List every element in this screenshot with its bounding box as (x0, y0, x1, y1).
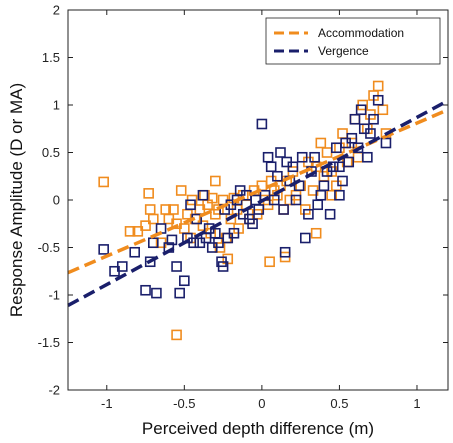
point-vergence (337, 175, 348, 187)
y-tick-label: 0 (53, 193, 60, 208)
point-vergence (279, 246, 291, 258)
point-vergence (98, 244, 109, 255)
point-vergence (197, 189, 209, 201)
point-vergence (265, 161, 277, 173)
point-accommodation (315, 137, 327, 149)
point-vergence (256, 118, 268, 130)
x-tick-label: -1 (101, 396, 113, 411)
point-accommodation (175, 185, 187, 196)
point-vergence (272, 170, 283, 182)
point-vergence (324, 208, 336, 220)
point-vergence (355, 104, 367, 116)
y-tick-label: 1 (53, 98, 60, 113)
point-vergence (372, 94, 384, 106)
point-vergence (334, 189, 345, 201)
point-vergence (174, 287, 185, 299)
fit-line-accommodation (67, 108, 449, 275)
point-vergence (287, 161, 299, 173)
y-tick-label: -1 (48, 288, 60, 303)
point-vergence (309, 151, 320, 163)
point-accommodation (140, 220, 151, 231)
point-accommodation (326, 189, 337, 201)
point-vergence (217, 261, 229, 272)
point-vergence (140, 284, 151, 296)
x-tick-label: 1 (413, 396, 420, 411)
point-vergence (151, 287, 162, 299)
point-vergence (290, 194, 302, 206)
y-tick-label: 2 (53, 3, 60, 18)
fit-lines (67, 99, 449, 307)
point-accommodation (98, 176, 109, 188)
y-axis-label: Response Amplitude (D or MA) (7, 83, 26, 317)
point-vergence (362, 151, 373, 163)
point-vergence (144, 256, 156, 268)
point-vergence (303, 208, 314, 220)
y-tick-label: -2 (48, 383, 60, 398)
point-vergence (275, 147, 286, 158)
point-accommodation (168, 204, 179, 215)
point-vergence (188, 237, 199, 249)
legend-label-accommodation: Accommodation (318, 26, 404, 40)
point-vergence (228, 227, 240, 239)
y-tick-label: 0.5 (42, 145, 60, 160)
point-vergence (380, 137, 392, 149)
point-vergence (349, 113, 361, 125)
y-tick-label: -0.5 (38, 240, 60, 255)
point-vergence (185, 199, 196, 211)
point-vergence (116, 261, 128, 272)
plot-area (68, 10, 448, 390)
point-vergence (171, 261, 182, 272)
point-vergence (300, 232, 311, 244)
point-vergence (368, 113, 379, 125)
point-accommodation (124, 226, 136, 237)
x-tick-label: 0.5 (330, 396, 348, 411)
plot-frame (67, 9, 449, 391)
point-vergence (247, 218, 258, 230)
x-axis: -1 -0.5 0 0.5 1 (101, 10, 421, 411)
x-tick-label: -0.5 (173, 396, 195, 411)
x-axis-label: Perceived depth difference (m) (142, 419, 374, 438)
point-vergence (148, 237, 159, 249)
point-vergence (365, 128, 376, 139)
point-accommodation (210, 175, 221, 187)
x-tick-label: 0 (258, 396, 265, 411)
point-vergence (166, 234, 178, 246)
point-accommodation (372, 80, 384, 92)
y-tick-label: 1.5 (42, 50, 60, 65)
legend-box (265, 17, 441, 65)
point-accommodation (197, 220, 209, 231)
point-accommodation (148, 213, 159, 225)
legend-label-vergence: Vergence (318, 44, 369, 58)
legend: Accommodation Vergence (265, 17, 441, 65)
point-accommodation (310, 227, 322, 239)
point-vergence (268, 194, 280, 206)
point-vergence (296, 151, 308, 163)
point-vergence (346, 132, 358, 144)
point-vergence (343, 156, 355, 168)
point-vergence (253, 204, 265, 215)
point-accommodation (171, 329, 182, 341)
point-vergence (129, 246, 140, 258)
point-vergence (179, 275, 190, 287)
point-accommodation (264, 256, 275, 268)
y-tick-label: -1.5 (38, 335, 60, 350)
point-accommodation (132, 226, 144, 237)
point-accommodation (143, 188, 154, 199)
point-vergence (318, 180, 330, 192)
point-vergence (278, 204, 289, 215)
